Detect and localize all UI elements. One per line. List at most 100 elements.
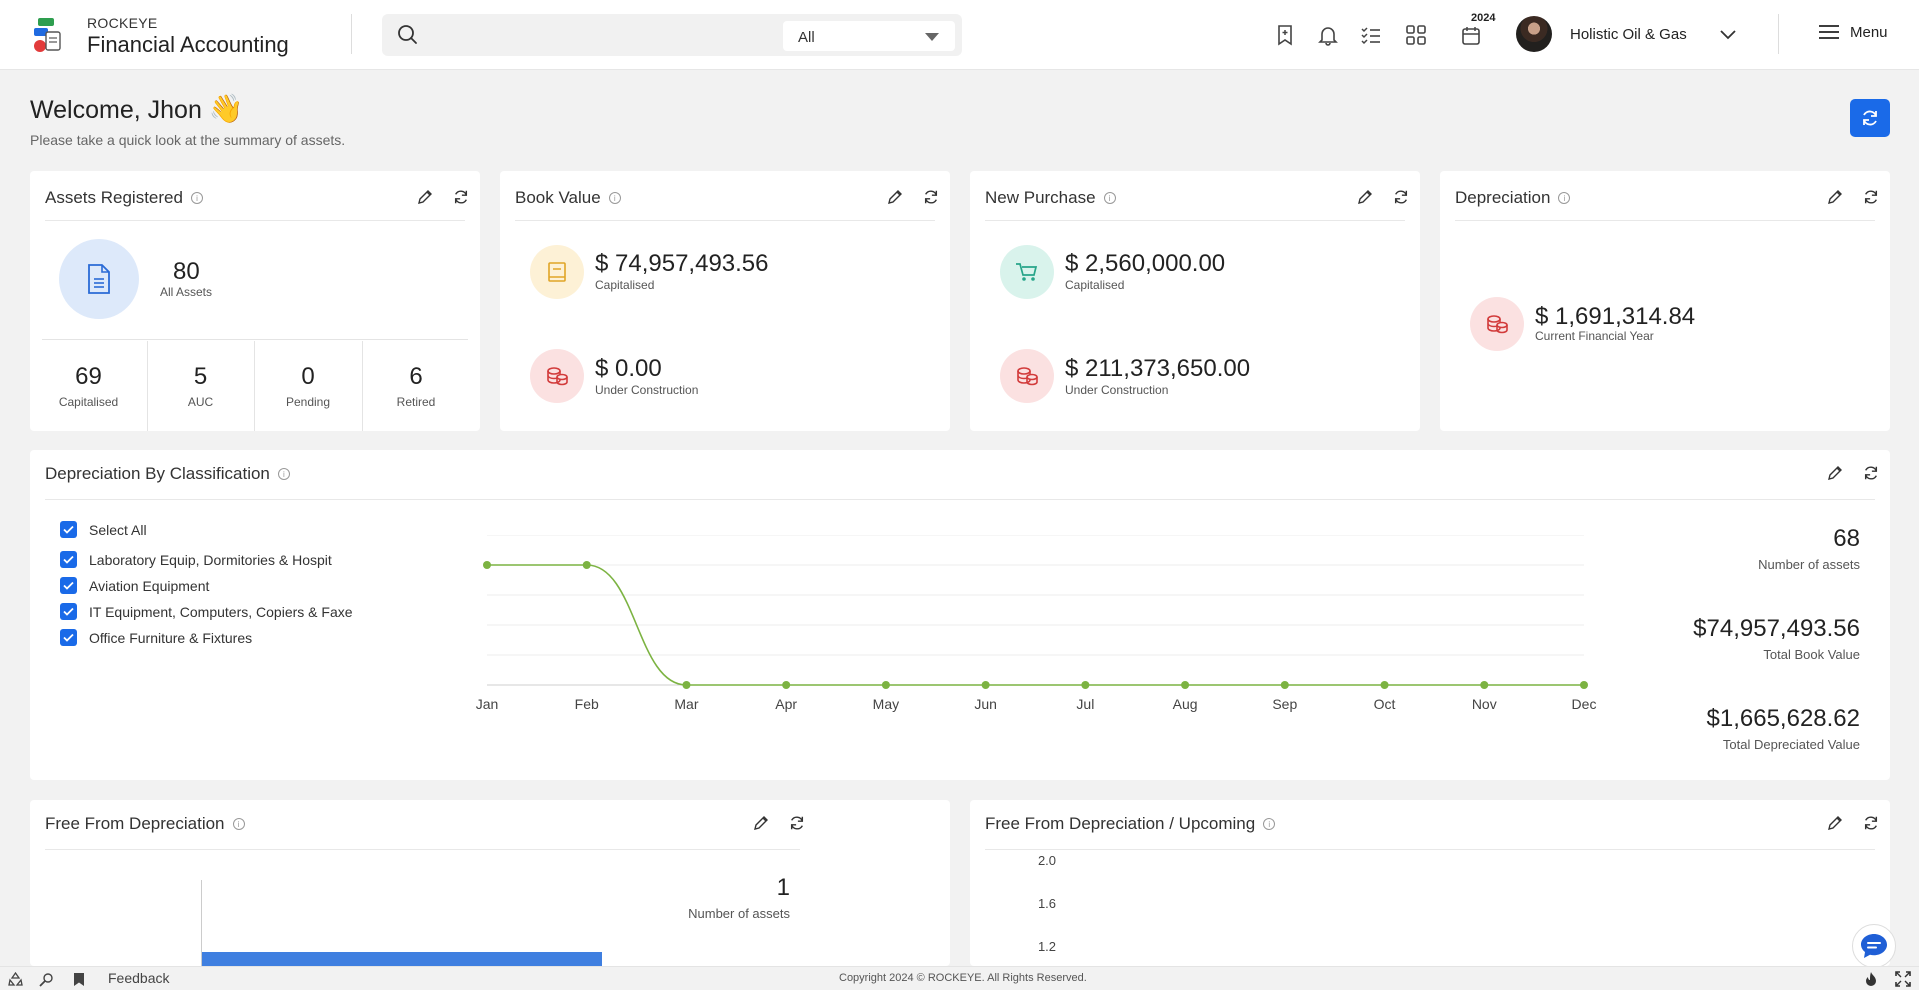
checkbox-aviation[interactable]: Aviation Equipment (60, 577, 209, 594)
info-icon[interactable]: i (1103, 192, 1116, 204)
edit-button[interactable] (414, 186, 436, 208)
edit-button[interactable] (1824, 186, 1846, 208)
checkbox-label: Laboratory Equip, Dormitories & Hospit (89, 551, 332, 568)
x-tick-label: Oct (1374, 696, 1396, 712)
coins-icon-circle (530, 349, 584, 403)
purchase-construction-value: $ 211,373,650.00 (1065, 355, 1251, 382)
depreciation-card: Depreciation i $ 1,691,314.84 Current Fi… (1440, 171, 1890, 431)
search-filter-select[interactable]: All (783, 21, 955, 51)
coins-icon (547, 367, 568, 386)
refresh-button[interactable] (1390, 186, 1412, 208)
bell-icon[interactable] (1317, 24, 1339, 46)
copyright-text: Copyright 2024 © ROCKEYE. All Rights Res… (839, 972, 1087, 984)
card-title: Depreciation i (1455, 188, 1571, 208)
checkbox-label: Select All (89, 521, 147, 538)
purchase-construction-label: Under Construction (1065, 383, 1169, 397)
coins-icon-circle (1470, 297, 1524, 351)
card-title: Free From Depreciation / Upcoming i (985, 814, 1276, 834)
pencil-icon (1828, 190, 1842, 204)
data-point[interactable] (1081, 681, 1090, 689)
stat-pending: 0 Pending (254, 341, 362, 431)
refresh-button[interactable] (1860, 462, 1882, 484)
data-point[interactable] (682, 681, 691, 689)
feedback-link[interactable]: Feedback (108, 970, 170, 986)
data-point[interactable] (782, 681, 791, 689)
welcome-subtitle: Please take a quick look at the summary … (30, 132, 346, 148)
stat-auc: 5 AUC (147, 341, 254, 431)
wave-emoji: 👋 (208, 93, 244, 124)
user-avatar[interactable] (1516, 16, 1552, 52)
header-divider (351, 14, 352, 54)
hamburger-icon (1819, 25, 1839, 39)
company-name[interactable]: Holistic Oil & Gas (1570, 26, 1687, 43)
data-point[interactable] (483, 561, 491, 569)
card-divider (45, 849, 800, 850)
fire-icon[interactable] (1864, 971, 1878, 987)
edit-button[interactable] (1824, 812, 1846, 834)
checkbox-it-equipment[interactable]: IT Equipment, Computers, Copiers & Faxe (60, 603, 353, 620)
menu-button[interactable]: Menu (1818, 23, 1888, 41)
data-point[interactable] (881, 681, 890, 689)
refresh-button[interactable] (450, 186, 472, 208)
edit-button[interactable] (750, 812, 772, 834)
refresh-icon (1394, 190, 1408, 204)
checklist-icon[interactable] (1360, 24, 1382, 46)
calendar-icon[interactable] (1460, 25, 1482, 47)
info-icon[interactable]: i (190, 192, 203, 204)
pencil-icon (888, 190, 902, 204)
stat-label: Number of assets (688, 906, 790, 921)
checkbox-laboratory[interactable]: Laboratory Equip, Dormitories & Hospit (60, 551, 332, 568)
data-point[interactable] (981, 681, 990, 689)
coins-icon (1017, 367, 1038, 386)
stat-value: 69 (75, 363, 102, 390)
bookmark-icon[interactable] (1274, 24, 1296, 46)
data-point[interactable] (1480, 681, 1489, 689)
data-point[interactable] (1181, 681, 1190, 689)
welcome-greeting: Welcome, (30, 96, 148, 124)
tools-icon[interactable] (39, 972, 54, 987)
card-title: Assets Registered i (45, 188, 203, 208)
bookmark-icon[interactable] (73, 972, 85, 987)
year-badge: 2024 (1471, 12, 1496, 24)
data-point[interactable] (582, 561, 591, 569)
stat-label: AUC (187, 395, 214, 409)
total-assets-label: All Assets (160, 285, 213, 299)
stat-retired: 6 Retired (362, 341, 470, 431)
x-tick-label: Mar (674, 696, 698, 712)
data-point[interactable] (1380, 681, 1389, 689)
number-of-assets-stat: 68 Number of assets (1758, 525, 1860, 572)
purchase-capitalised-label: Capitalised (1065, 278, 1125, 292)
book-icon (548, 262, 566, 282)
brand-top: ROCKEYE (87, 15, 158, 31)
free-bar (202, 952, 602, 966)
checkbox-select-all[interactable]: Select All (60, 521, 147, 538)
stat-divider (254, 341, 255, 431)
recycle-icon[interactable] (8, 972, 23, 987)
global-search[interactable]: All (382, 14, 962, 56)
edit-button[interactable] (1824, 462, 1846, 484)
refresh-icon (454, 190, 468, 204)
chat-support-button[interactable] (1852, 924, 1896, 968)
refresh-button[interactable] (920, 186, 942, 208)
info-icon[interactable]: i (277, 468, 290, 480)
data-point[interactable] (1280, 681, 1289, 689)
edit-button[interactable] (1354, 186, 1376, 208)
refresh-button[interactable] (1860, 812, 1882, 834)
data-point[interactable] (1580, 681, 1588, 689)
refresh-button[interactable] (1860, 186, 1882, 208)
info-icon[interactable]: i (1558, 192, 1571, 204)
refresh-dashboard-button[interactable] (1850, 99, 1890, 137)
x-tick-label: Jan (476, 696, 499, 712)
apps-grid-icon[interactable] (1405, 24, 1427, 46)
info-icon[interactable]: i (608, 192, 621, 204)
info-icon[interactable]: i (1263, 818, 1276, 830)
fullscreen-icon[interactable] (1895, 971, 1911, 987)
free-upcoming-title: Free From Depreciation / Upcoming (985, 814, 1256, 833)
edit-button[interactable] (884, 186, 906, 208)
info-icon[interactable]: i (232, 818, 245, 830)
stat-label: Total Book Value (1763, 647, 1860, 662)
checkbox-office-furniture[interactable]: Office Furniture & Fixtures (60, 629, 252, 646)
chevron-down-icon[interactable] (1718, 24, 1738, 44)
stat-value: 68 (1833, 525, 1860, 552)
refresh-button[interactable] (786, 812, 808, 834)
